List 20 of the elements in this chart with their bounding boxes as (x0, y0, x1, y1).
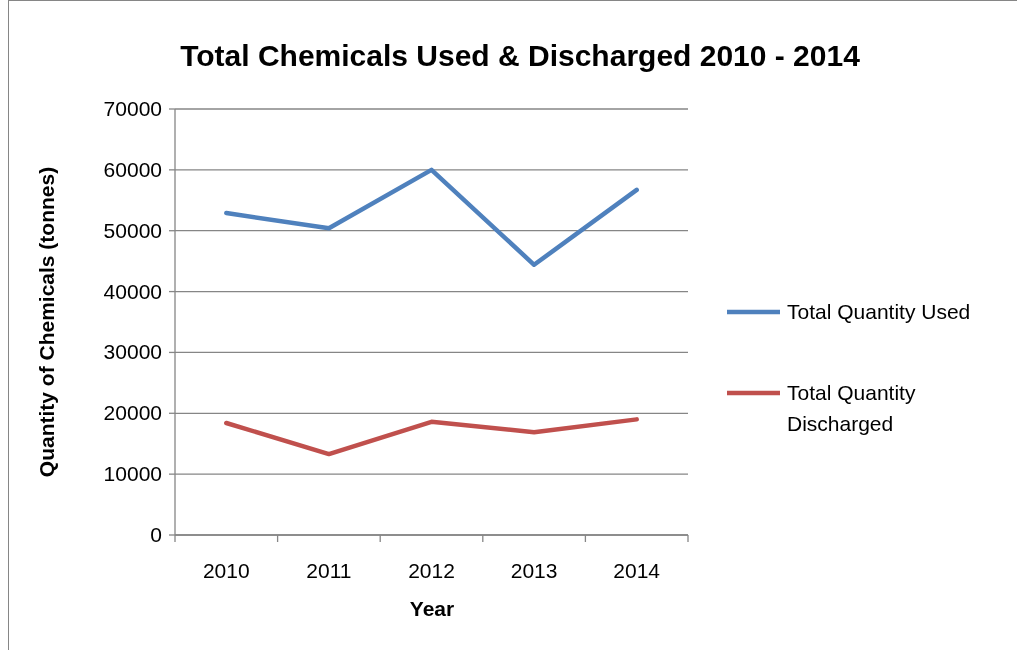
x-tick-label: 2010 (202, 559, 250, 582)
x-tick-label: 2012 (408, 559, 455, 582)
y-tick-label: 60000 (103, 157, 162, 181)
x-axis-title: Year (409, 597, 455, 620)
y-tick-label: 10000 (103, 462, 162, 486)
y-tick-label: 30000 (103, 340, 162, 364)
x-tick-label: 2011 (306, 559, 352, 582)
y-tick-label: 40000 (103, 279, 162, 303)
y-tick-label: 0 (150, 523, 162, 546)
legend-label: Total Quantity Used (787, 300, 971, 323)
y-tick-label: 20000 (103, 401, 162, 425)
chart-title: Total Chemicals Used & Discharged 2010 - 2014 (180, 39, 861, 72)
y-tick-label: 50000 (103, 218, 162, 242)
x-tick-label: 2014 (613, 559, 661, 582)
legend-label: Total Quantity Discharged (787, 381, 916, 435)
x-tick-label: 2013 (510, 559, 558, 582)
y-tick-label: 70000 (103, 97, 162, 120)
line-series (224, 167, 639, 268)
line-series (224, 417, 639, 457)
y-axis-title: Quantity of Chemicals (tonnes) (35, 166, 58, 478)
